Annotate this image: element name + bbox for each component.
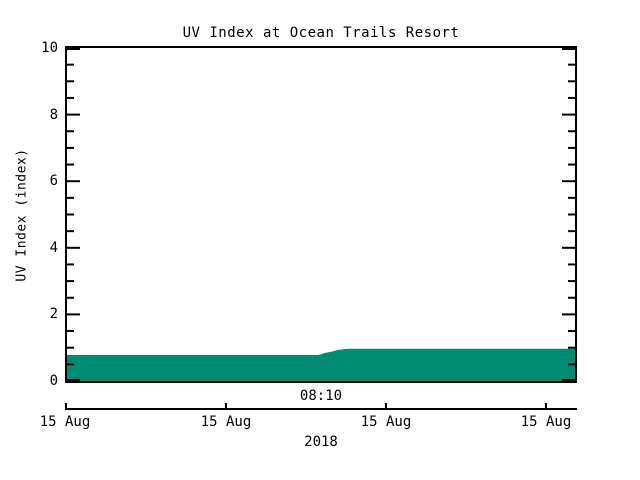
y-axis-tick-label: 6 (49, 173, 58, 190)
date-tick-label: 15 Aug (520, 414, 572, 430)
y-axis-title: UV Index (index) (14, 148, 30, 282)
date-axis-tick (225, 403, 228, 410)
x-axis-time-label: 08:10 (299, 388, 343, 404)
date-axis-labels: 15 Aug 15 Aug 15 Aug 15 Aug (40, 414, 577, 430)
y-axis-tick-label: 10 (41, 40, 58, 56)
date-tick-label: 15 Aug (360, 414, 412, 430)
chart-title: UV Index at Ocean Trails Resort (182, 25, 460, 41)
date-axis-tick (65, 403, 67, 410)
date-tick-label: 15 Aug (200, 414, 252, 430)
date-axis-tick (385, 403, 388, 410)
x-axis-year-label: 2018 (304, 434, 338, 450)
uv-area-series (67, 348, 575, 381)
date-axis-tick (545, 403, 548, 410)
plot-frame (65, 46, 577, 383)
y-axis-tick-label: 0 (49, 373, 58, 389)
date-tick-label: 15 Aug (39, 414, 91, 430)
y-axis-tick-label: 2 (49, 306, 58, 323)
plot-svg (67, 48, 575, 381)
date-axis (65, 403, 577, 410)
y-axis-tick-label: 4 (49, 239, 58, 256)
y-axis-tick-label: 8 (49, 106, 58, 123)
